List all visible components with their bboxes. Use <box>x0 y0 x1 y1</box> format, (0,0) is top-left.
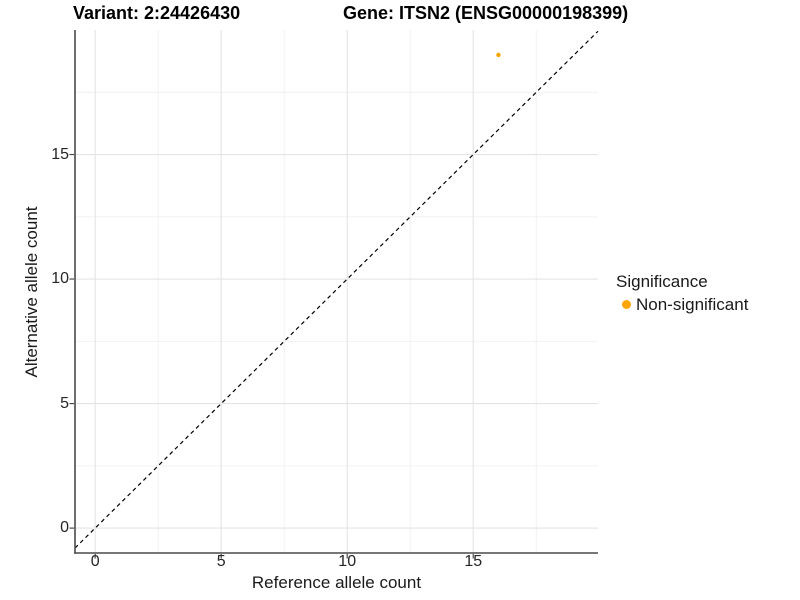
legend-key-circle-icon <box>622 300 631 309</box>
legend-item-label: Non-significant <box>636 295 749 314</box>
y-tick-label: 10 <box>51 270 69 288</box>
legend-item-non-significant: Non-significant <box>616 294 748 315</box>
x-tick-label: 0 <box>90 553 100 570</box>
data-point-non-significant <box>496 52 501 58</box>
y-tick-label: 15 <box>51 145 69 163</box>
plot-title-gene: Gene: ITSN2 (ENSG00000198399) <box>343 3 629 23</box>
x-tick-label: 5 <box>216 553 226 570</box>
y-tick-label: 5 <box>60 394 69 412</box>
y-axis-title: Alternative allele count <box>22 206 41 378</box>
x-tick-label: 15 <box>464 553 483 570</box>
y-tick-label: 0 <box>60 519 69 537</box>
identity-dashed-line <box>74 30 599 549</box>
x-axis-title: Reference allele count <box>251 573 422 592</box>
plot-title-variant: Variant: 2:24426430 <box>73 3 241 23</box>
legend: Significance Non-significant <box>616 271 748 315</box>
x-tick-label: 10 <box>338 553 357 570</box>
legend-title: Significance <box>616 272 708 291</box>
